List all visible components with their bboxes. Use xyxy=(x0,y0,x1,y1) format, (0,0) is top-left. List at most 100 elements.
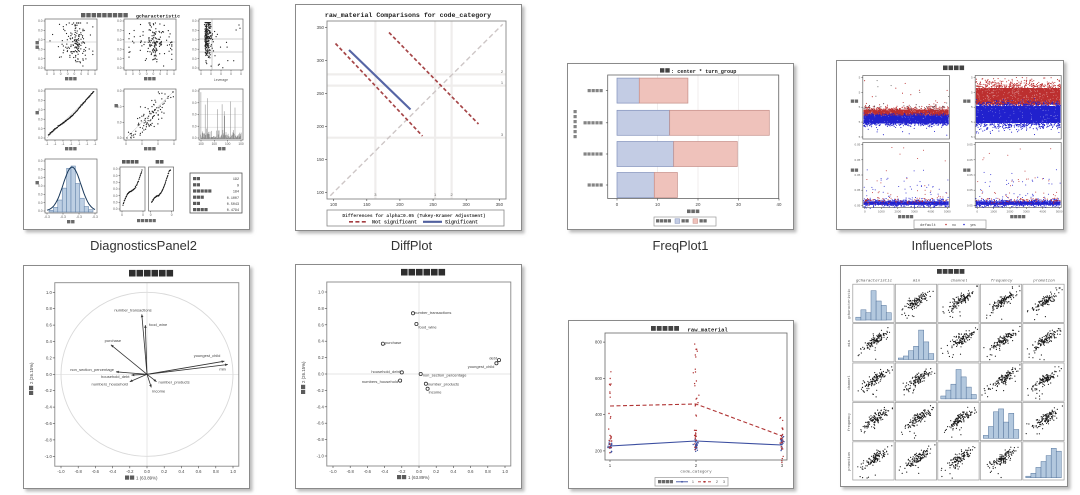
svg-text:-0.8: -0.8 xyxy=(45,437,53,442)
svg-text:-0.3: -0.3 xyxy=(44,215,50,219)
svg-text:100: 100 xyxy=(198,142,204,146)
svg-text:5: 5 xyxy=(859,120,861,124)
svg-text:2 (26.15%): 2 (26.15%) xyxy=(301,361,306,383)
svg-text:-0.4: -0.4 xyxy=(381,469,389,474)
svg-text:0: 0 xyxy=(139,72,141,76)
svg-text:0: 0 xyxy=(60,72,62,76)
svg-text:0.0: 0.0 xyxy=(113,187,118,191)
svg-text:0: 0 xyxy=(80,72,82,76)
svg-text:min: min xyxy=(219,367,225,372)
svg-text:0.0: 0.0 xyxy=(117,47,122,51)
svg-text:0.2: 0.2 xyxy=(318,355,324,360)
svg-text:-1: -1 xyxy=(70,142,73,146)
svg-text:1: 1 xyxy=(501,80,504,85)
svg-text:30: 30 xyxy=(736,202,741,207)
svg-text:192: 192 xyxy=(233,178,239,182)
svg-text:0: 0 xyxy=(157,142,159,146)
svg-text:Leverage: Leverage xyxy=(214,78,228,82)
svg-text:-1: -1 xyxy=(86,142,89,146)
svg-text:0.05: 0.05 xyxy=(854,188,860,192)
svg-text:0.05: 0.05 xyxy=(967,188,973,192)
svg-text:number_transactions: number_transactions xyxy=(114,307,151,312)
svg-text:0.0: 0.0 xyxy=(192,136,197,140)
svg-text:0: 0 xyxy=(94,72,96,76)
svg-text:0.0: 0.0 xyxy=(113,201,118,205)
svg-text:1.0: 1.0 xyxy=(46,290,52,295)
svg-text:-1.0: -1.0 xyxy=(45,454,53,459)
svg-text:250: 250 xyxy=(317,91,325,96)
svg-text:3000: 3000 xyxy=(1023,210,1030,214)
svg-text:0: 0 xyxy=(142,213,144,217)
svg-text:default: default xyxy=(920,223,936,228)
svg-text:food_wine: food_wine xyxy=(149,322,168,327)
svg-text:0: 0 xyxy=(240,72,242,76)
svg-text:600: 600 xyxy=(595,376,603,381)
svg-text:-1: -1 xyxy=(54,142,57,146)
svg-text:0.05: 0.05 xyxy=(967,204,973,208)
svg-text:number_transactions: number_transactions xyxy=(414,310,451,315)
svg-text:0.1007: 0.1007 xyxy=(227,197,239,201)
svg-text:-0.3: -0.3 xyxy=(92,215,98,219)
svg-text:-0.2: -0.2 xyxy=(317,388,325,393)
svg-text:0.0: 0.0 xyxy=(38,99,43,103)
svg-text:numbers_household: numbers_household xyxy=(92,382,128,387)
svg-text:0: 0 xyxy=(171,213,173,217)
svg-text:non_section_percentage: non_section_percentage xyxy=(423,373,468,378)
svg-text:200: 200 xyxy=(396,202,404,207)
svg-text:0.0: 0.0 xyxy=(113,174,118,178)
svg-text:0.4: 0.4 xyxy=(178,469,184,474)
svg-text:2 (26.15%): 2 (26.15%) xyxy=(29,362,34,384)
svg-text:5: 5 xyxy=(859,105,861,109)
svg-text:-0.6: -0.6 xyxy=(92,469,100,474)
svg-text:frequency: frequency xyxy=(991,279,1013,284)
svg-text:0.05: 0.05 xyxy=(854,158,860,162)
svg-text:household_debt: household_debt xyxy=(371,369,400,374)
svg-text:-1.0: -1.0 xyxy=(317,454,325,459)
svg-text:0.0: 0.0 xyxy=(38,89,43,93)
svg-text:0: 0 xyxy=(141,142,143,146)
svg-text:10: 10 xyxy=(655,202,660,207)
svg-text:1000: 1000 xyxy=(990,210,997,214)
svg-text:0.05: 0.05 xyxy=(967,158,973,162)
svg-text:food_wine: food_wine xyxy=(418,325,437,330)
svg-text:1.0: 1.0 xyxy=(230,469,236,474)
svg-text:0: 0 xyxy=(864,210,866,214)
svg-text:0.05: 0.05 xyxy=(854,173,860,177)
svg-text:household_debt: household_debt xyxy=(101,374,130,379)
svg-text:0.0: 0.0 xyxy=(192,113,197,117)
svg-text:-0.4: -0.4 xyxy=(45,405,53,410)
svg-text:0.0: 0.0 xyxy=(117,38,122,42)
svg-text:0.0: 0.0 xyxy=(38,159,43,163)
svg-text:0.4: 0.4 xyxy=(318,339,324,344)
svg-text:5: 5 xyxy=(971,76,973,80)
svg-text:channel: channel xyxy=(847,376,852,390)
svg-text:0: 0 xyxy=(125,142,127,146)
svg-text:raw_material: raw_material xyxy=(688,326,729,333)
svg-text:0.8: 0.8 xyxy=(485,469,491,474)
svg-text:raw_material Comparisons for c: raw_material Comparisons for code_catego… xyxy=(325,12,491,19)
svg-text:-0.6: -0.6 xyxy=(317,421,325,426)
svg-text:gcharacteristic: gcharacteristic xyxy=(136,14,180,20)
svg-text:0: 0 xyxy=(67,72,69,76)
svg-text:-1.0: -1.0 xyxy=(329,469,337,474)
svg-text:0: 0 xyxy=(146,72,148,76)
svg-text:-1: -1 xyxy=(46,142,49,146)
svg-text:0: 0 xyxy=(150,213,152,217)
svg-text:2: 2 xyxy=(695,463,698,468)
svg-text:40: 40 xyxy=(777,202,782,207)
svg-text:-1.0: -1.0 xyxy=(57,469,65,474)
svg-text:0.05: 0.05 xyxy=(854,204,860,208)
svg-text:300: 300 xyxy=(317,58,325,63)
svg-text:184: 184 xyxy=(233,191,239,195)
svg-text:150: 150 xyxy=(363,202,371,207)
svg-text:5: 5 xyxy=(859,76,861,80)
svg-text:0: 0 xyxy=(159,72,161,76)
svg-text:0.0: 0.0 xyxy=(38,66,43,70)
svg-text:0: 0 xyxy=(87,72,89,76)
svg-text:0.0: 0.0 xyxy=(113,167,118,171)
svg-text:0.2: 0.2 xyxy=(46,355,52,360)
svg-text:2000: 2000 xyxy=(1007,210,1014,214)
svg-text:0.0: 0.0 xyxy=(192,47,197,51)
svg-text:non_section_percentage: non_section_percentage xyxy=(70,367,115,372)
svg-text:0.0: 0.0 xyxy=(38,47,43,51)
